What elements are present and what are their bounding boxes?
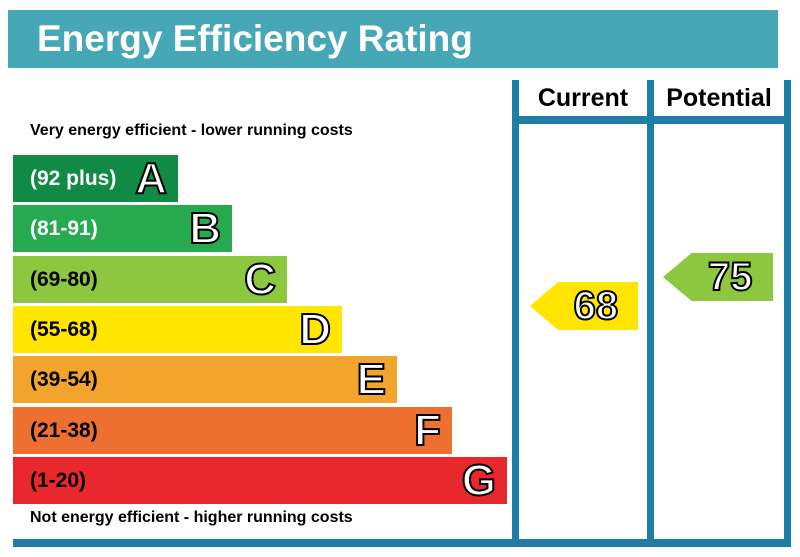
band-b: (81-91) B xyxy=(13,204,232,253)
band-range-label: (39-54) xyxy=(30,367,98,391)
band-letter: F xyxy=(413,406,442,455)
band-letter: D xyxy=(298,305,332,354)
potential-rating-value: 75 xyxy=(707,254,753,300)
band-d: (55-68) D xyxy=(13,305,342,354)
chart-title: Energy Efficiency Rating xyxy=(37,18,473,59)
column-border-right xyxy=(784,80,791,547)
band-letter: G xyxy=(461,456,497,505)
column-border-left xyxy=(512,80,519,547)
band-g: (1-20) G xyxy=(13,456,507,505)
band-range-label: (81-91) xyxy=(30,216,98,240)
band-f: (21-38) F xyxy=(13,406,452,455)
header-underline xyxy=(512,116,791,124)
band-a: (92 plus) A xyxy=(13,154,178,203)
band-range-label: (1-20) xyxy=(30,468,87,492)
band-letter: C xyxy=(243,255,277,304)
column-divider xyxy=(647,80,654,547)
current-rating-arrow: 68 xyxy=(530,282,638,330)
band-range-label: (69-80) xyxy=(30,267,98,291)
potential-column-header: Potential xyxy=(666,84,772,112)
band-range-label: (55-68) xyxy=(30,317,98,341)
efficient-note: Very energy efficient - lower running co… xyxy=(30,122,353,139)
current-column-header: Current xyxy=(537,84,629,112)
band-letter: B xyxy=(188,204,222,253)
band-c: (69-80) C xyxy=(13,255,287,304)
inefficient-note: Not energy efficient - higher running co… xyxy=(30,509,353,526)
title-bar: Energy Efficiency Rating xyxy=(8,10,778,68)
potential-rating-arrow: 75 xyxy=(663,253,773,301)
band-e: (39-54) E xyxy=(13,355,397,404)
band-range-label: (21-38) xyxy=(30,418,98,442)
current-rating-value: 68 xyxy=(573,283,620,329)
band-letter: A xyxy=(134,154,168,203)
band-range-label: (92 plus) xyxy=(30,166,117,190)
chart-bottom-border xyxy=(13,539,791,547)
band-letter: E xyxy=(356,355,387,404)
